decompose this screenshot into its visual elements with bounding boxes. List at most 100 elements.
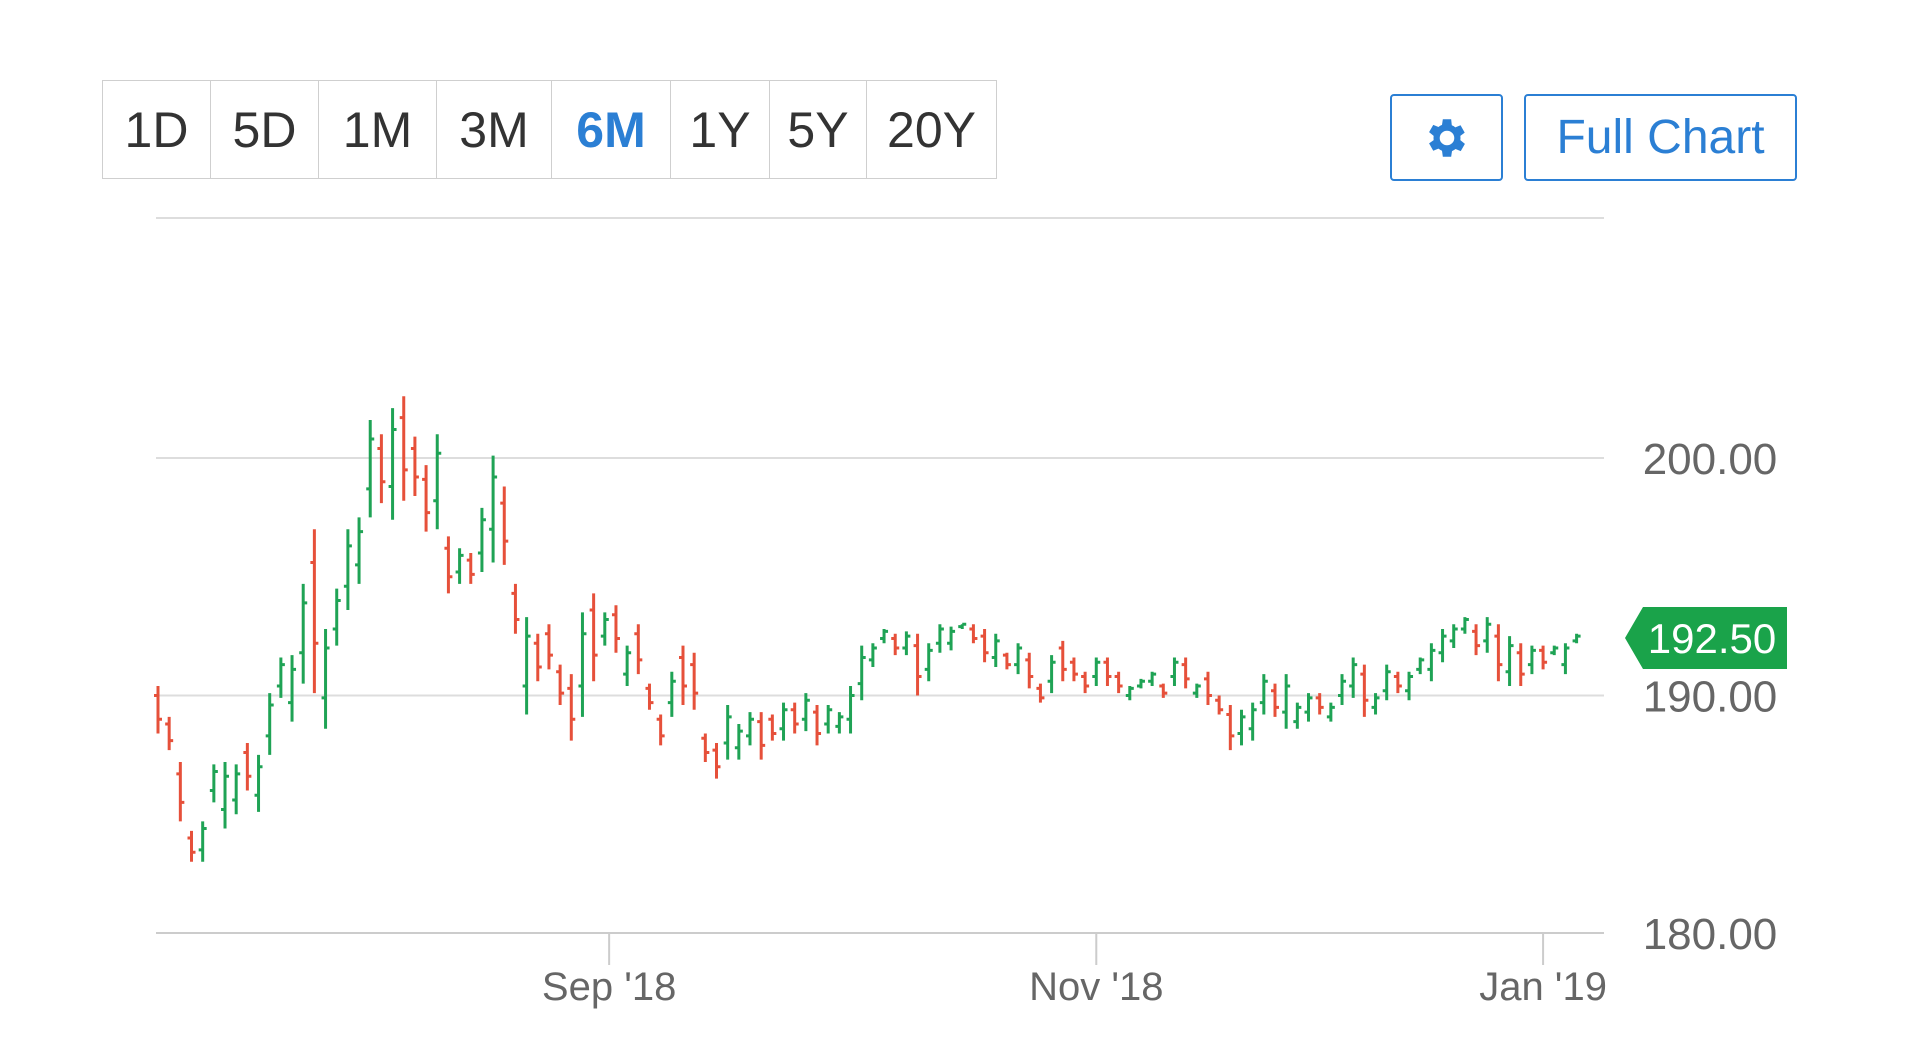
- ohlc-bar: [734, 724, 743, 760]
- ohlc-bar: [1393, 671, 1402, 694]
- x-tick-label: Sep '18: [542, 965, 676, 1009]
- ohlc-bar: [790, 702, 799, 734]
- ohlc-bar: [1349, 657, 1358, 698]
- ohlc-bar: [902, 631, 911, 656]
- ohlc-bar: [1203, 671, 1212, 705]
- ohlc-bar: [935, 624, 944, 653]
- ohlc-bar: [1170, 657, 1179, 686]
- last-price-label: 192.50: [1648, 615, 1776, 662]
- ohlc-bar: [1449, 624, 1458, 648]
- ohlc-bar: [1438, 629, 1447, 663]
- ohlc-bar: [634, 624, 643, 675]
- ohlc-bar: [399, 396, 408, 501]
- y-tick-label: 200.00: [1643, 435, 1778, 484]
- ohlc-bar: [198, 821, 207, 862]
- ohlc-bar: [1271, 683, 1279, 717]
- ohlc-bar: [321, 629, 330, 729]
- x-tick-label: Jan '19: [1479, 965, 1607, 1009]
- ohlc-bar: [288, 655, 297, 722]
- ohlc-bar: [746, 712, 755, 746]
- ohlc-bar: [1014, 643, 1023, 675]
- ohlc-bar: [678, 645, 687, 705]
- ohlc-bar: [813, 705, 822, 746]
- ohlc-bar: [645, 683, 654, 710]
- ohlc-bar: [1092, 657, 1101, 686]
- ohlc-bar: [489, 455, 498, 563]
- ohlc-bar: [276, 657, 285, 698]
- ohlc-bar: [801, 693, 810, 732]
- range-6m-button[interactable]: 6M: [552, 81, 671, 178]
- ohlc-bar: [1494, 624, 1503, 682]
- ohlc-bar: [656, 714, 665, 746]
- ohlc-bar: [500, 486, 509, 565]
- ohlc-bar: [1148, 671, 1157, 686]
- ohlc-bar: [1226, 705, 1235, 751]
- ohlc-bar: [1103, 657, 1112, 686]
- ohlc-bar: [1416, 657, 1425, 675]
- ohlc-bar: [868, 643, 877, 667]
- last-price-tag: 192.50: [1625, 607, 1787, 669]
- ohlc-bar: [835, 712, 844, 734]
- ohlc-bar: [824, 705, 833, 734]
- ohlc-bar: [556, 664, 565, 705]
- ohlc-bar: [154, 686, 162, 734]
- range-1m-button[interactable]: 1M: [319, 81, 437, 178]
- ohlc-bar: [969, 624, 978, 644]
- gear-icon: [1428, 118, 1465, 157]
- ohlc-bar: [991, 633, 1000, 667]
- full-chart-button[interactable]: Full Chart: [1524, 94, 1797, 181]
- ohlc-bar: [600, 612, 609, 646]
- range-5d-button[interactable]: 5D: [211, 81, 319, 178]
- ohlc-bar: [165, 716, 174, 751]
- ohlc-bar: [544, 624, 553, 670]
- ohlc-bar: [924, 643, 933, 682]
- ohlc-bar: [477, 507, 486, 572]
- ohlc-bar: [723, 705, 732, 760]
- range-3m-button[interactable]: 3M: [437, 81, 552, 178]
- ohlc-bar: [1125, 686, 1134, 701]
- ohlc-bar: [243, 743, 252, 791]
- y-tick-label: 190.00: [1643, 673, 1778, 722]
- x-tick-label: Nov '18: [1029, 965, 1163, 1009]
- price-tag-shape: [1625, 607, 1787, 669]
- ohlc-bar: [332, 588, 341, 646]
- ohlc-bar: [254, 754, 263, 812]
- ohlc-bar: [433, 434, 442, 530]
- ohlc-bar: [757, 712, 766, 760]
- ohlc-bar: [1460, 617, 1469, 634]
- ohlc-bar: [377, 434, 386, 504]
- range-20y-button[interactable]: 20Y: [887, 101, 976, 158]
- ohlc-bar: [1192, 683, 1201, 698]
- ohlc-bar: [980, 629, 989, 663]
- ohlc-bar: [1047, 655, 1056, 694]
- ohlc-bar: [1505, 636, 1514, 686]
- ohlc-bar: [1427, 643, 1436, 682]
- ohlc-bar: [176, 762, 185, 822]
- ohlc-bar: [455, 548, 464, 584]
- ohlc-bar: [1081, 671, 1090, 694]
- settings-button[interactable]: [1390, 94, 1503, 181]
- ohlc-bar: [779, 702, 788, 741]
- ohlc-bar: [299, 583, 308, 684]
- ohlc-bar: [1572, 633, 1581, 644]
- ohlc-bar: [1527, 645, 1536, 675]
- y-tick-label: 180.00: [1643, 910, 1778, 959]
- ohlc-bar: [466, 553, 475, 584]
- range-1y-button[interactable]: 1Y: [671, 81, 770, 178]
- ohlc-bar: [1382, 664, 1391, 701]
- ohlc-bar: [690, 652, 699, 710]
- ohlc-bar: [1248, 702, 1257, 741]
- ohlc-bar: [1036, 683, 1045, 703]
- ohlc-bar: [667, 671, 676, 717]
- ohlc-bar: [623, 645, 632, 686]
- range-5y-button[interactable]: 5Y: [770, 81, 867, 178]
- ohlc-bar: [1069, 657, 1078, 682]
- ohlc-bar: [533, 633, 542, 682]
- range-1d-button[interactable]: 1D: [103, 81, 211, 178]
- ohlc-bar: [444, 536, 453, 594]
- ohlc-bar: [1293, 702, 1302, 729]
- ohlc-bar: [1326, 702, 1335, 722]
- ohlc-bar: [388, 408, 397, 520]
- ohlc-bar: [1025, 652, 1034, 689]
- ohlc-bar: [1215, 695, 1224, 715]
